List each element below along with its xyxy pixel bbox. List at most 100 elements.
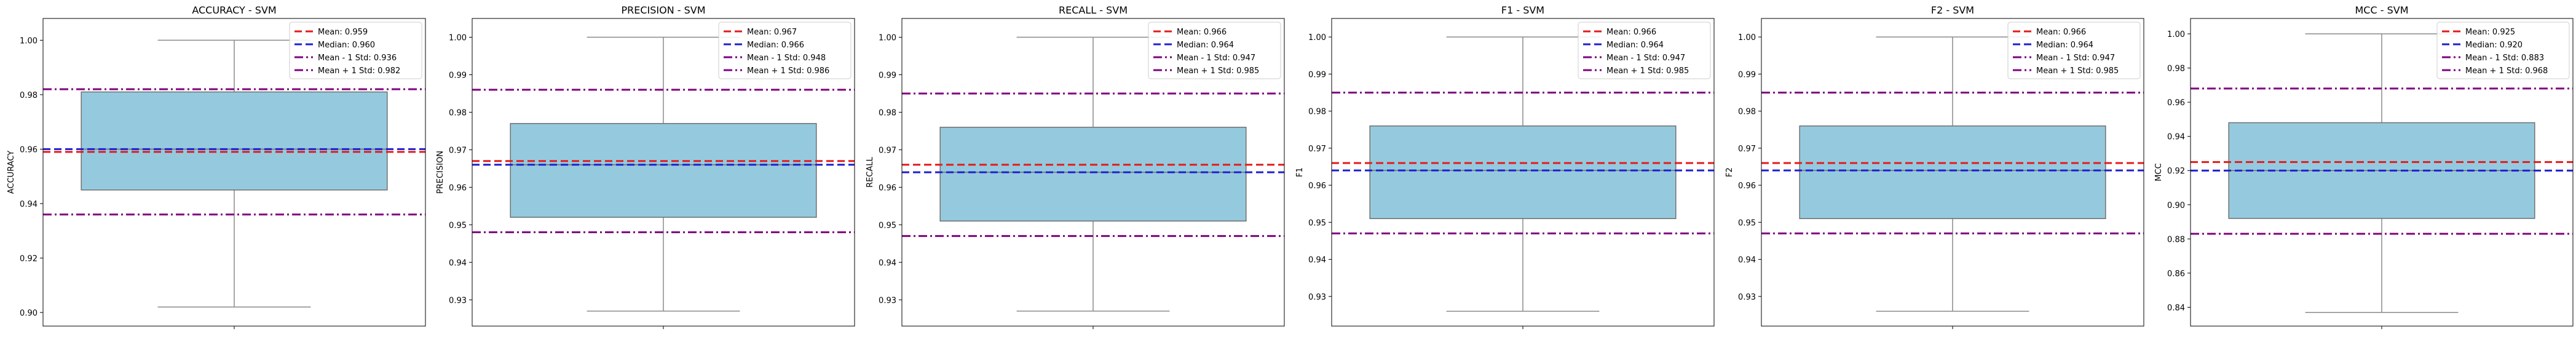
legend-entry: Median: 0.964 (1177, 41, 1234, 50)
y-tick-label: 0.95 (879, 221, 896, 230)
y-tick-label: 1.00 (879, 33, 896, 42)
y-tick-label: 0.95 (1308, 218, 1326, 228)
y-tick-label: 1.00 (1738, 33, 1756, 42)
y-tick-label: 0.93 (1308, 293, 1326, 302)
chart-panel: 0.93 0.94 0.95 0.96 0.97 0.98 0.99 1.00 F1 - SVM… (1295, 4, 1715, 329)
legend-entry: Mean: 0.966 (1606, 28, 1656, 37)
chart-title: RECALL - SVM (1059, 4, 1128, 16)
chart-title: F2 - SVM (1931, 4, 1974, 16)
y-tick-label: 0.90 (20, 309, 38, 318)
y-tick-label: 0.97 (1308, 145, 1326, 154)
y-tick-label: 0.95 (449, 221, 467, 230)
y-tick-label: 0.86 (2167, 269, 2185, 279)
y-tick-label: 0.96 (20, 145, 38, 154)
legend-entry: Mean: 0.925 (2465, 28, 2515, 37)
y-tick-label: 1.00 (20, 36, 38, 46)
chart-title: MCC - SVM (2355, 4, 2409, 16)
legend-entry: Mean: 0.967 (747, 28, 797, 37)
y-tick-label: 0.99 (1738, 70, 1756, 79)
iqr-box (81, 91, 388, 191)
y-tick-label: 0.98 (879, 108, 896, 118)
y-tick-label: 1.00 (2167, 30, 2185, 39)
legend-box (1148, 22, 1281, 79)
legend-box (289, 22, 422, 79)
chart-panel: 0.90 0.92 0.94 0.96 0.98 1.00 ACCURACY - SVM AC… (7, 4, 426, 329)
y-axis-label: ACCURACY (7, 151, 16, 194)
y-tick-label: 0.96 (449, 183, 467, 193)
legend-entry: Mean + 1 Std: 0.982 (318, 66, 400, 76)
y-tick-label: 0.92 (20, 254, 38, 263)
y-axis-label: F1 (1295, 167, 1305, 177)
y-tick-label: 0.93 (879, 296, 896, 305)
y-tick-label: 0.98 (1308, 108, 1326, 117)
legend-entry: Mean + 1 Std: 0.985 (1606, 66, 1689, 76)
y-tick-label: 0.94 (449, 258, 467, 268)
chart-panel: 0.84 0.86 0.88 0.90 0.92 0.94 0.96 0.98 1.00 MCC … (2154, 4, 2574, 329)
y-tick-label: 0.96 (879, 183, 896, 193)
y-tick-label: 0.94 (1308, 256, 1326, 265)
y-tick-label: 0.98 (449, 108, 467, 118)
chart-panel: 0.93 0.94 0.95 0.96 0.97 0.98 0.99 1.00 PRECISIO… (436, 4, 855, 329)
iqr-box (939, 127, 1247, 222)
chart-panel: 0.93 0.94 0.95 0.96 0.97 0.98 0.99 1.00 F2 - SVM… (1725, 4, 2144, 329)
y-axis-label: RECALL (866, 156, 875, 187)
legend-box (1578, 22, 1711, 79)
chart-title: F1 - SVM (1501, 4, 1544, 16)
legend-entry: Median: 0.964 (2036, 41, 2093, 50)
y-tick-label: 0.96 (1308, 182, 1326, 191)
y-tick-label: 0.90 (2167, 201, 2185, 210)
legend-entry: Median: 0.960 (318, 41, 375, 50)
chart-panel: 0.93 0.94 0.95 0.96 0.97 0.98 0.99 1.00 RECALL -… (866, 4, 1285, 329)
y-axis-label: PRECISION (436, 151, 445, 194)
iqr-box (1369, 125, 1677, 220)
y-tick-label: 0.99 (1308, 70, 1326, 79)
y-tick-label: 0.84 (2167, 303, 2185, 313)
y-tick-label: 0.93 (1738, 293, 1756, 302)
legend-entry: Mean: 0.959 (318, 28, 368, 37)
y-tick-label: 0.99 (449, 71, 467, 80)
legend-entry: Mean - 1 Std: 0.948 (747, 54, 826, 63)
y-tick-label: 0.99 (879, 71, 896, 80)
legend-entry: Mean - 1 Std: 0.936 (318, 54, 397, 63)
chart-title: PRECISION - SVM (621, 4, 705, 16)
legend-box (718, 22, 851, 79)
y-tick-label: 0.98 (2167, 65, 2185, 74)
legend-entry: Mean + 1 Std: 0.968 (2465, 66, 2548, 76)
y-tick-label: 0.94 (20, 200, 38, 209)
y-tick-label: 1.00 (449, 33, 467, 42)
y-axis-label: MCC (2154, 163, 2163, 181)
legend-entry: Mean + 1 Std: 0.985 (2036, 66, 2119, 76)
y-tick-label: 0.98 (1738, 108, 1756, 117)
chart-title: ACCURACY - SVM (192, 4, 276, 16)
legend-entry: Median: 0.920 (2465, 41, 2523, 50)
y-tick-label: 0.95 (1738, 218, 1756, 228)
y-tick-label: 0.93 (449, 296, 467, 305)
y-tick-label: 0.94 (879, 258, 896, 268)
legend-entry: Mean - 1 Std: 0.947 (2036, 54, 2115, 63)
legend-box (2436, 22, 2570, 79)
y-axis-label: F2 (1725, 167, 1734, 177)
legend-box (2007, 22, 2141, 79)
y-tick-label: 0.98 (20, 91, 38, 100)
y-tick-label: 0.97 (1738, 145, 1756, 154)
y-tick-label: 0.92 (2167, 167, 2185, 176)
y-tick-label: 0.94 (1738, 256, 1756, 265)
y-tick-label: 0.88 (2167, 235, 2185, 244)
legend-entry: Mean - 1 Std: 0.947 (1177, 54, 1255, 63)
legend-entry: Mean + 1 Std: 0.986 (747, 66, 829, 76)
y-tick-label: 0.96 (2167, 98, 2185, 108)
y-tick-label: 1.00 (1308, 33, 1326, 42)
y-tick-label: 0.96 (1738, 182, 1756, 191)
legend-entry: Median: 0.964 (1606, 41, 1664, 50)
y-tick-label: 0.94 (2167, 133, 2185, 142)
legend-entry: Median: 0.966 (747, 41, 804, 50)
legend-entry: Mean: 0.966 (1177, 28, 1227, 37)
legend-entry: Mean - 1 Std: 0.883 (2465, 54, 2544, 63)
legend-entry: Mean + 1 Std: 0.985 (1177, 66, 1259, 76)
y-tick-label: 0.97 (449, 146, 467, 155)
iqr-box (510, 122, 817, 218)
legend-entry: Mean - 1 Std: 0.947 (1606, 54, 1685, 63)
y-tick-label: 0.97 (879, 146, 896, 155)
legend-entry: Mean: 0.966 (2036, 28, 2086, 37)
